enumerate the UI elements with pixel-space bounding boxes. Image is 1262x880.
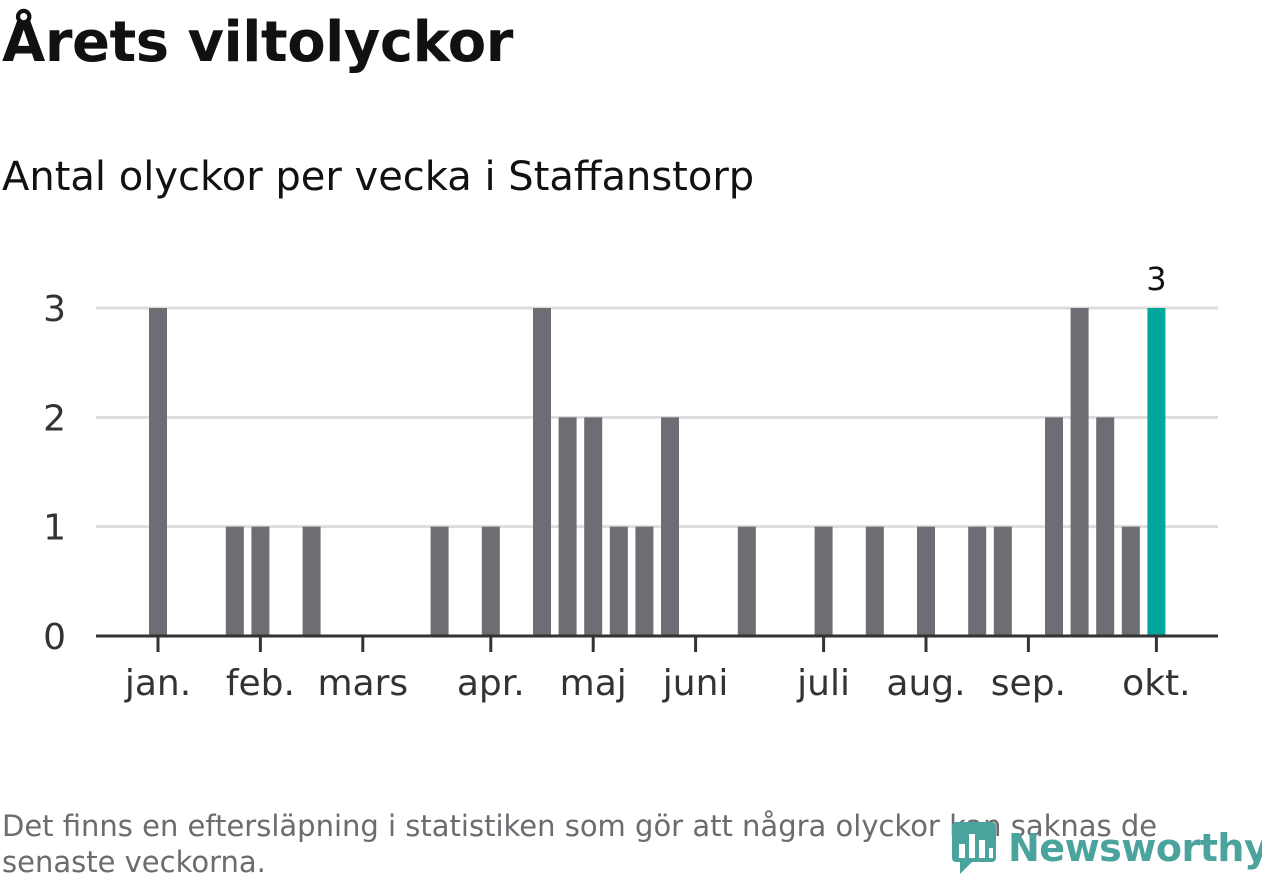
x-axis (96, 634, 1218, 652)
x-axis-labels: jan. feb. mars apr. maj juni juli aug. sep. okt. (124, 663, 1191, 704)
bar (968, 526, 987, 636)
bar (865, 526, 884, 636)
chart-subtitle: Antal olyckor per vecka i Staffanstorp (2, 154, 755, 200)
x-tick-label-mars: mars (317, 663, 408, 704)
x-tick-label-maj: maj (560, 663, 627, 704)
y-axis-labels: 0 1 2 3 (43, 289, 66, 658)
brand-name: Newsworthy (1008, 826, 1262, 870)
highlight-value-label: 3 (1146, 260, 1166, 298)
bar (1045, 417, 1063, 636)
bar-highlight (1147, 308, 1166, 636)
x-tick-label-feb: feb. (226, 663, 295, 704)
x-tick-label-okt: okt. (1122, 663, 1190, 704)
newsworthy-logo-icon (952, 822, 996, 874)
bar (1070, 308, 1089, 636)
bar (609, 526, 628, 636)
bar (1096, 417, 1115, 636)
bar (430, 526, 449, 636)
bar (993, 526, 1012, 636)
bar (481, 526, 500, 636)
bar (558, 417, 577, 636)
y-tick-label-3: 3 (43, 289, 66, 330)
bar (533, 308, 551, 636)
bar (661, 417, 679, 636)
bar (1121, 526, 1140, 636)
bar (814, 526, 833, 636)
bar (251, 526, 270, 636)
x-tick-label-sep: sep. (991, 663, 1066, 704)
chart-title: Årets viltolyckor (2, 10, 513, 75)
x-tick-label-juni: juni (662, 663, 729, 704)
y-tick-label-1: 1 (43, 508, 66, 549)
x-tick-label-jan: jan. (124, 663, 191, 704)
y-tick-label-2: 2 (43, 398, 66, 439)
x-tick-label-apr: apr. (457, 663, 525, 704)
bar (635, 526, 654, 636)
y-tick-label-0: 0 (43, 617, 66, 658)
bar (302, 526, 321, 636)
x-tick-label-aug: aug. (886, 663, 965, 704)
gridlines (96, 306, 1218, 529)
bar (225, 526, 244, 636)
bar (584, 417, 603, 636)
bar (737, 526, 756, 636)
bars (149, 308, 1166, 636)
x-tick-label-juli: juli (796, 663, 850, 704)
bar (917, 526, 935, 636)
bar (149, 308, 167, 636)
brand-logo: Newsworthy (950, 818, 1262, 878)
annotations: 3 (1146, 260, 1166, 298)
